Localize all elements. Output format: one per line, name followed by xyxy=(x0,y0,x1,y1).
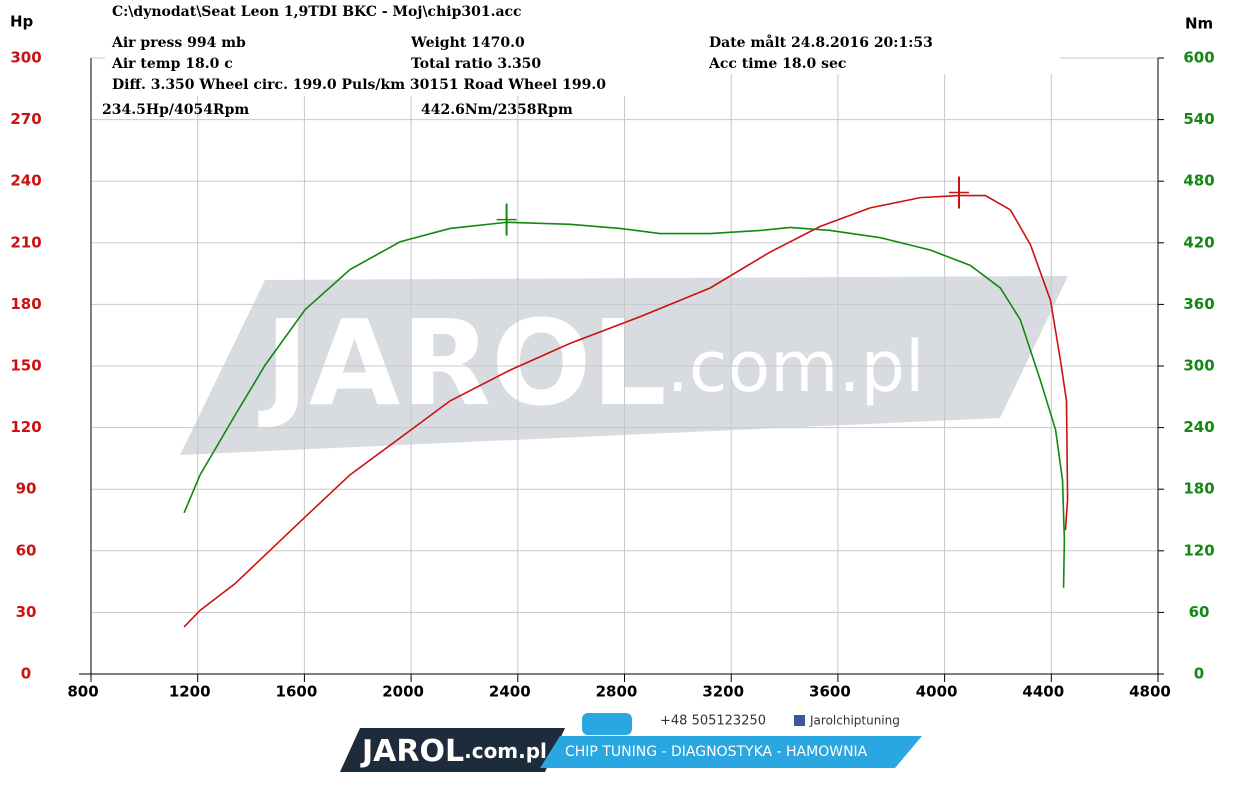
watermark-domain: .com.pl xyxy=(667,326,925,408)
footer-tagline: CHIP TUNING - DIAGNOSTYKA - HAMOWNIA xyxy=(565,744,868,760)
car-icon xyxy=(582,713,632,735)
x-tick-label: 1600 xyxy=(276,683,318,701)
info-bg xyxy=(105,74,655,96)
watermark: JAROL.com.pl xyxy=(258,294,924,432)
y-axis-label: Hp xyxy=(10,13,34,31)
y2-tick-label: 600 xyxy=(1183,49,1214,67)
x-tick-label: 1200 xyxy=(169,683,211,701)
y-tick-label: 300 xyxy=(10,49,41,67)
x-tick-label: 2000 xyxy=(382,683,424,701)
y-tick-label: 30 xyxy=(16,603,37,621)
y-tick-label: 270 xyxy=(10,110,41,128)
info-text: Air press 994 mb xyxy=(111,35,246,51)
peak-label: 442.6Nm/2358Rpm xyxy=(421,102,573,118)
info-text: Total ratio 3.350 xyxy=(411,56,541,72)
y-tick-label: 90 xyxy=(16,480,37,498)
x-tick-label: 4800 xyxy=(1129,683,1171,701)
info-text: Date målt 24.8.2016 20:1:53 xyxy=(709,33,933,51)
y-tick-label: 60 xyxy=(16,541,37,559)
y2-tick-label: 360 xyxy=(1183,295,1214,313)
y-tick-label: 180 xyxy=(10,295,41,313)
footer-facebook: Jarolchiptuning xyxy=(809,714,900,728)
x-tick-label: 2800 xyxy=(596,683,638,701)
y2-tick-label: 420 xyxy=(1183,233,1214,251)
watermark-brand: JAROL xyxy=(258,294,667,432)
footer-domain: .com.pl xyxy=(464,739,547,763)
x-tick-label: 4000 xyxy=(916,683,958,701)
y2-tick-label: 60 xyxy=(1189,603,1210,621)
footer-logo-bg xyxy=(340,728,565,772)
x-tick-label: 3200 xyxy=(702,683,744,701)
y-tick-label: 0 xyxy=(21,665,31,683)
y-tick-label: 120 xyxy=(10,418,41,436)
footer-brand: JAROL.com.pl xyxy=(360,734,547,769)
info-bg xyxy=(105,32,1060,74)
facebook-icon xyxy=(794,715,805,726)
plot xyxy=(79,57,1164,682)
file-title: C:\dynodat\Seat Leon 1,9TDI BKC - Moj\ch… xyxy=(112,4,522,20)
footer-tagline-bg xyxy=(540,736,922,768)
x-tick-label: 3600 xyxy=(809,683,851,701)
peak-label: 234.5Hp/4054Rpm xyxy=(102,102,249,118)
y-tick-label: 150 xyxy=(10,357,41,375)
footer-phone: +48 505123250 xyxy=(660,714,766,729)
info-text: Diff. 3.350 Wheel circ. 199.0 Puls/km 30… xyxy=(112,77,606,93)
x-tick-label: 2400 xyxy=(489,683,531,701)
y2-tick-label: 540 xyxy=(1183,110,1214,128)
y2-tick-label: 480 xyxy=(1183,172,1214,190)
curve xyxy=(183,221,1066,588)
y-tick-label: 240 xyxy=(10,172,41,190)
y2-tick-label: 180 xyxy=(1183,480,1214,498)
info-text: Weight 1470.0 xyxy=(410,35,525,51)
info-text: Acc time 18.0 sec xyxy=(708,56,846,72)
y2-tick-label: 0 xyxy=(1194,665,1204,683)
curve xyxy=(183,194,1069,628)
y-tick-label: 210 xyxy=(10,233,41,251)
x-tick-label: 800 xyxy=(67,683,98,701)
x-tick-label: 4400 xyxy=(1022,683,1064,701)
footer-brand-text: JAROL xyxy=(360,734,464,769)
y2-tick-label: 240 xyxy=(1183,418,1214,436)
y2-axis-label: Nm xyxy=(1185,15,1213,33)
y2-tick-label: 300 xyxy=(1183,357,1214,375)
info-text: Air temp 18.0 c xyxy=(111,56,233,72)
y2-tick-label: 120 xyxy=(1183,541,1214,559)
